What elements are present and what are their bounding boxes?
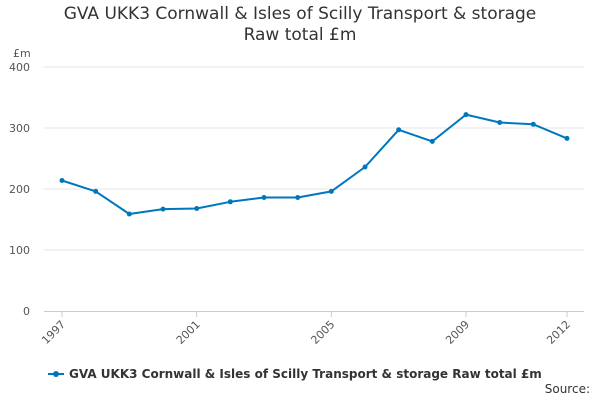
series-line [61, 113, 568, 215]
x-tick-label: 1997 [39, 318, 68, 347]
data-point[interactable] [362, 164, 368, 170]
data-point[interactable] [227, 199, 233, 205]
x-tick-label: 2001 [174, 318, 203, 347]
legend-label: GVA UKK3 Cornwall & Isles of Scilly Tran… [69, 367, 542, 381]
x-tick-label: 2009 [443, 318, 472, 347]
y-tick-label: 100 [9, 244, 30, 257]
grid-lines [44, 66, 584, 251]
chart-subtitle: Raw total £m [243, 25, 357, 45]
series-layer [59, 112, 570, 217]
y-tick-label: 300 [9, 122, 30, 135]
y-tick-label: 400 [9, 61, 30, 74]
chart-title-line: GVA UKK3 Cornwall & Isles of Scilly Tran… [63, 4, 537, 24]
y-tick-label: 200 [9, 183, 30, 196]
data-point[interactable] [564, 135, 570, 141]
data-point[interactable] [530, 121, 536, 127]
legend-swatch-icon [48, 371, 64, 377]
data-point[interactable] [463, 112, 469, 118]
x-tick-label: 2005 [308, 318, 337, 347]
data-point[interactable] [396, 127, 402, 133]
data-point[interactable] [429, 138, 435, 144]
data-point[interactable] [194, 206, 200, 211]
y-tick-label: 0 [23, 305, 30, 318]
data-point[interactable] [497, 120, 503, 125]
data-point[interactable] [59, 178, 65, 183]
chart-title: GVA UKK3 Cornwall & Isles of Scilly Tran… [0, 4, 600, 46]
data-point[interactable] [126, 211, 132, 217]
data-point[interactable] [160, 206, 166, 212]
data-point[interactable] [295, 195, 301, 200]
y-axis-label: £m [13, 47, 31, 60]
source-label: Source: [544, 382, 590, 396]
x-tick-label: 2012 [544, 318, 573, 347]
legend[interactable]: GVA UKK3 Cornwall & Isles of Scilly Tran… [48, 366, 542, 382]
data-point[interactable] [93, 188, 99, 194]
data-point[interactable] [261, 195, 267, 200]
data-point[interactable] [328, 188, 334, 194]
